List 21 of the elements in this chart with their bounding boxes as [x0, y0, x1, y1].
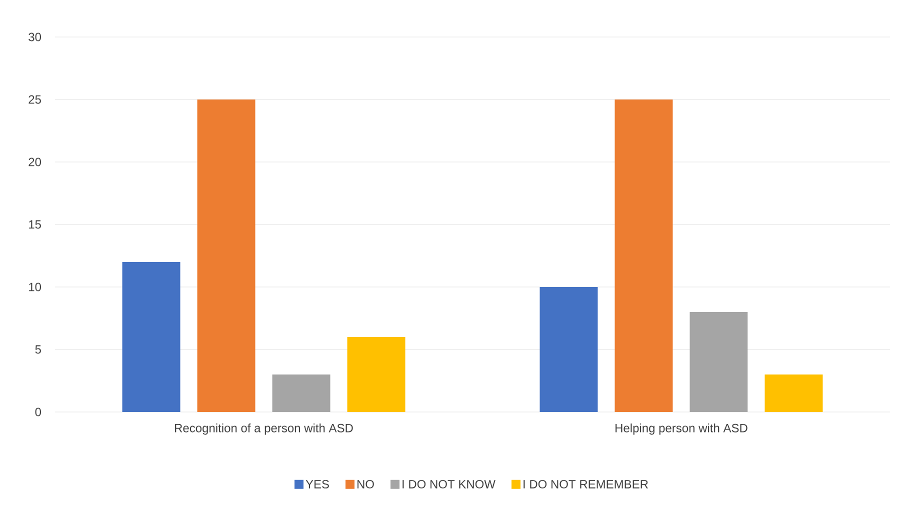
bar [272, 374, 330, 412]
bar [614, 99, 673, 412]
y-tick-label: 5 [35, 345, 41, 354]
y-tick-label: 0 [35, 408, 42, 416]
bar [690, 312, 748, 412]
bar [347, 336, 406, 412]
y-tick-label: 10 [29, 282, 42, 292]
bar [540, 286, 598, 412]
y-tick-label: 25 [28, 95, 41, 104]
x-tick-label: Recognition of a person with ASD [175, 424, 353, 435]
bar [197, 99, 256, 412]
x-tick-label: Helping person with ASD [616, 424, 748, 435]
y-tick-label: 15 [29, 220, 41, 229]
y-tick-label: 20 [28, 158, 42, 166]
legend-label: NO [357, 480, 374, 488]
bar [764, 374, 823, 412]
y-tick-label: 30 [28, 32, 42, 42]
legend-label: I DO NOT REMEMBER [524, 480, 648, 488]
legend-label: YES [306, 480, 329, 488]
bar [122, 262, 180, 412]
legend-label: I DO NOT KNOW [402, 480, 496, 488]
